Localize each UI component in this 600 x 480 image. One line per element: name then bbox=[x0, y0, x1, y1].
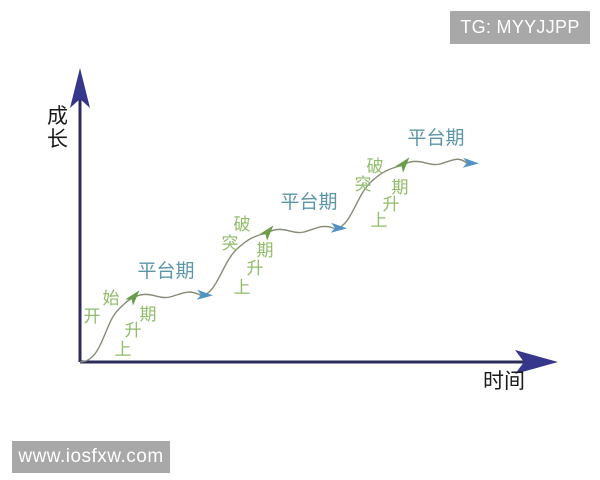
svg-text:平台期: 平台期 bbox=[280, 191, 337, 213]
svg-text:突: 突 bbox=[355, 175, 372, 194]
svg-text:平台期: 平台期 bbox=[137, 260, 194, 282]
svg-text:期: 期 bbox=[140, 305, 157, 324]
svg-text:突: 突 bbox=[222, 234, 239, 253]
svg-text:升: 升 bbox=[247, 259, 264, 278]
svg-text:破: 破 bbox=[234, 215, 251, 234]
svg-text:升: 升 bbox=[125, 321, 142, 340]
svg-text:上: 上 bbox=[234, 278, 251, 297]
svg-text:时间: 时间 bbox=[483, 370, 525, 393]
svg-text:始: 始 bbox=[103, 289, 120, 308]
svg-text:上: 上 bbox=[371, 211, 388, 230]
svg-text:平台期: 平台期 bbox=[407, 127, 464, 149]
svg-text:长: 长 bbox=[47, 128, 68, 151]
svg-text:成: 成 bbox=[47, 105, 68, 128]
svg-text:期: 期 bbox=[257, 241, 274, 260]
svg-text:上: 上 bbox=[115, 340, 132, 359]
svg-text:破: 破 bbox=[367, 157, 384, 176]
svg-text:开: 开 bbox=[84, 307, 101, 326]
